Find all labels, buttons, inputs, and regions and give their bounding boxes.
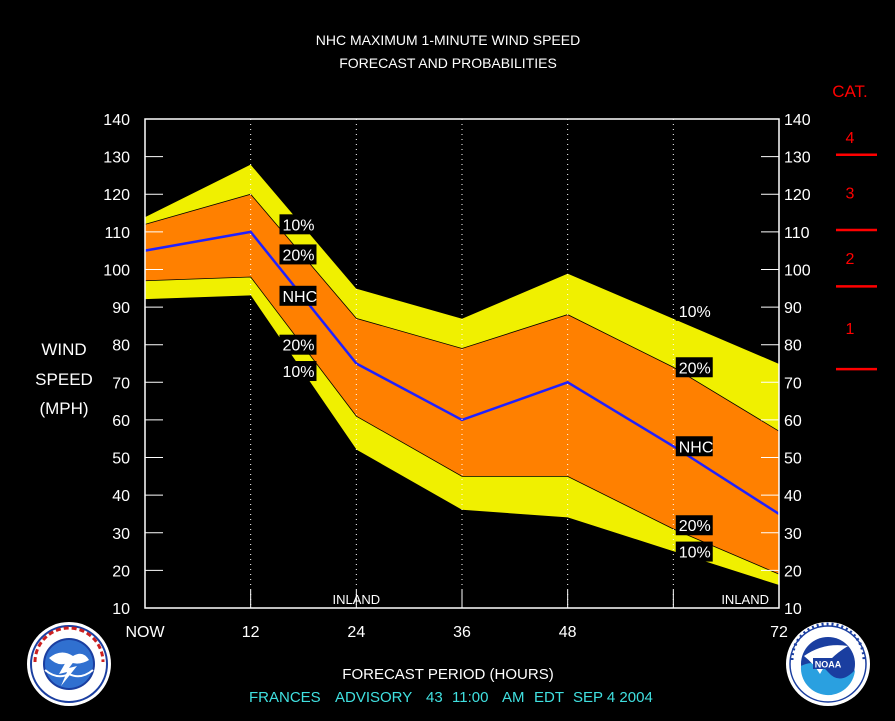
x-tick-label: 48: [559, 624, 577, 641]
y-tick-label-right: 130: [784, 150, 811, 167]
band-label-box: [675, 300, 713, 321]
y-tick-label-right: 120: [784, 187, 811, 204]
band-label: NHC: [282, 289, 317, 306]
y-tick-label-right: 80: [784, 338, 802, 355]
noaa-logo-icon: NOAA: [786, 622, 870, 706]
y-tick-label-left: 140: [103, 112, 130, 129]
y-tick-label-left: 50: [112, 451, 130, 468]
y-tick-label-left: 60: [112, 413, 130, 430]
band-label: 20%: [679, 360, 711, 377]
y-tick-label-left: 70: [112, 375, 130, 392]
chart-title-line1: NHC MAXIMUM 1-MINUTE WIND SPEED: [316, 32, 580, 48]
band-label-box: [279, 361, 317, 382]
y-tick-label-left: 80: [112, 338, 130, 355]
nws-logo-icon: [27, 622, 111, 706]
band-label: 20%: [282, 338, 314, 355]
y-tick-label-right: 60: [784, 413, 802, 430]
x-tick-label: 72: [770, 624, 788, 641]
y-tick-label-right: 90: [784, 300, 802, 317]
y-tick-label-left: 20: [112, 563, 130, 580]
svg-text:NOAA: NOAA: [815, 660, 842, 670]
footer-ampm: AM: [502, 689, 525, 706]
band-label: NHC: [679, 439, 714, 456]
advisory-footer: FRANCES ADVISORY 43 11:00 AM EDT SEP 4 2…: [249, 689, 653, 706]
footer-storm-name: FRANCES: [249, 689, 321, 706]
category-label: 3: [846, 185, 855, 202]
y-tick-label-left: 110: [104, 225, 130, 242]
band-label-box: [675, 515, 713, 536]
plot-area: 10 10 20 20 30 30 40 40 50 50 60 60 70 70 80 80 90 90 100 1…: [103, 112, 811, 641]
band-label: 10%: [679, 545, 711, 562]
footer-advisory-number: 43: [426, 689, 443, 706]
band-label: 10%: [282, 217, 314, 234]
y-tick-label-left: 30: [112, 526, 130, 543]
y-tick-label-right: 20: [784, 563, 802, 580]
band-label-box: [279, 244, 317, 265]
band-label: 10%: [679, 304, 711, 321]
x-tick-label: 36: [453, 624, 471, 641]
category-heading: CAT.: [832, 82, 868, 101]
y-tick-label-right: 40: [784, 488, 802, 505]
band-label-box: [675, 436, 713, 457]
y-tick-label-right: 10: [784, 601, 802, 618]
y-tick-label-left: 90: [112, 300, 130, 317]
y-tick-label-right: 140: [784, 112, 811, 129]
band-label: 10%: [282, 364, 314, 381]
band-label-box: [279, 214, 317, 235]
y-tick-label-left: 40: [112, 488, 130, 505]
x-tick-label: NOW: [125, 624, 165, 641]
category-label: 2: [846, 251, 855, 268]
y-tick-label-right: 50: [784, 451, 802, 468]
y-tick-label-left: 100: [103, 262, 130, 279]
category-label: 4: [846, 130, 855, 147]
series-line-4: [144, 295, 780, 586]
y-axis-label-line2: SPEED: [35, 370, 93, 389]
band-label-box: [279, 285, 317, 306]
band-label-box: [675, 541, 713, 562]
y-tick-label-right: 30: [784, 526, 802, 543]
footer-advisory-label: ADVISORY: [335, 689, 412, 706]
band-label-box: [279, 334, 317, 355]
footer-date: SEP 4 2004: [573, 689, 653, 706]
x-axis-label: FORECAST PERIOD (HOURS): [342, 666, 553, 683]
inland-label: INLAND: [721, 592, 769, 607]
y-tick-label-right: 70: [784, 375, 802, 392]
x-tick-label: 12: [242, 624, 260, 641]
footer-time: 11:00: [452, 689, 488, 706]
y-axis-label-line1: WIND: [41, 340, 86, 359]
footer-timezone: EDT: [534, 689, 564, 706]
band-label: 20%: [282, 247, 314, 264]
y-tick-label-right: 110: [784, 225, 810, 242]
y-axis-label-line3: (MPH): [39, 399, 88, 418]
y-tick-label-left: 130: [103, 150, 130, 167]
x-tick-label: 24: [347, 624, 365, 641]
chart-title-line2: FORECAST AND PROBABILITIES: [339, 55, 557, 71]
y-tick-label-left: 120: [103, 187, 130, 204]
category-label: 1: [846, 321, 855, 338]
band-label-box: [675, 357, 713, 378]
band-label: 20%: [679, 518, 711, 535]
category-scale: 4 3 2 1: [836, 130, 877, 371]
y-tick-label-left: 10: [112, 601, 130, 618]
y-tick-label-right: 100: [784, 262, 811, 279]
inland-label: INLAND: [332, 592, 380, 607]
